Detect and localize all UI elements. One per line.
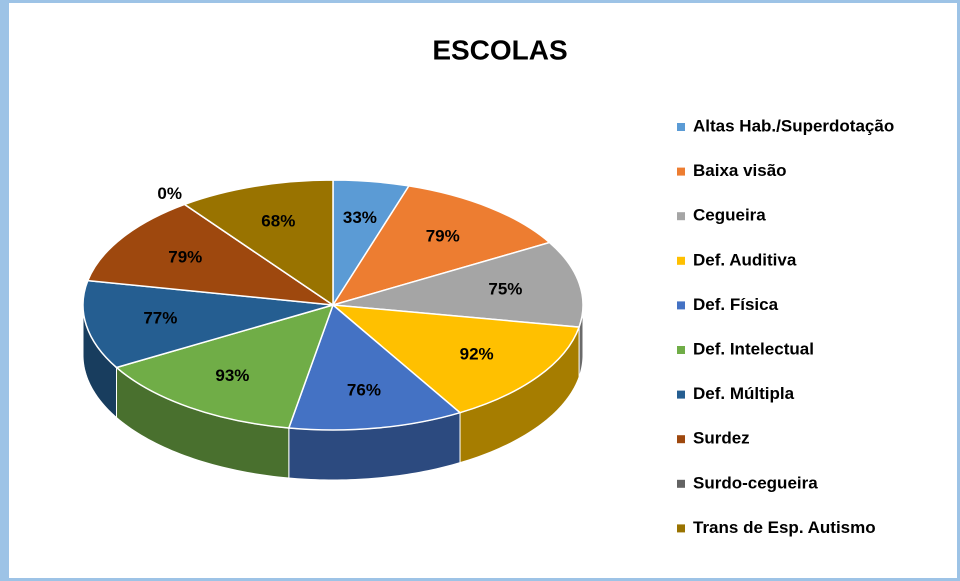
data-label: 68% xyxy=(261,211,295,230)
legend-swatch xyxy=(677,301,685,310)
slice xyxy=(82,279,334,369)
legend-swatch xyxy=(677,346,685,354)
data-label: 75% xyxy=(488,279,522,298)
legend-swatch xyxy=(677,123,685,131)
legend-label: Baixa visão xyxy=(693,161,787,180)
slice xyxy=(332,241,584,328)
legend-swatch xyxy=(677,479,685,488)
legend-label: Trans de Esp. Autismo xyxy=(693,518,876,537)
legend-label: Def. Física xyxy=(693,295,779,314)
legend-label: Cegueira xyxy=(693,206,766,225)
frame-left xyxy=(0,0,9,581)
legend-label: Surdez xyxy=(693,429,750,448)
data-label: 33% xyxy=(343,208,377,227)
legend-swatch xyxy=(677,212,685,221)
legend-swatch xyxy=(677,435,685,444)
legend-swatch xyxy=(677,256,685,265)
legend-label: Def. Auditiva xyxy=(693,250,797,269)
slice xyxy=(331,185,552,307)
data-label: 93% xyxy=(215,366,249,385)
legend-swatch xyxy=(677,524,685,533)
slice xyxy=(86,203,334,306)
data-label: 0% xyxy=(157,184,182,203)
data-label: 79% xyxy=(426,226,460,245)
data-label: 76% xyxy=(347,381,381,400)
slice xyxy=(287,303,462,431)
slice xyxy=(182,179,334,307)
legend-label: Surdo-cegueira xyxy=(693,473,818,492)
legend-label: Def. Intelectual xyxy=(693,339,814,358)
data-label: 77% xyxy=(143,309,177,328)
data-label: 79% xyxy=(168,248,202,267)
slice xyxy=(114,303,335,429)
slice xyxy=(330,304,581,414)
chart-title: ESCOLAS xyxy=(432,34,567,65)
legend-swatch xyxy=(677,390,685,399)
legend-swatch xyxy=(677,167,685,176)
legend-label: Altas Hab./Superdotação xyxy=(693,116,894,135)
data-label: 92% xyxy=(460,344,494,363)
legend-label: Def. Múltipla xyxy=(693,384,795,403)
